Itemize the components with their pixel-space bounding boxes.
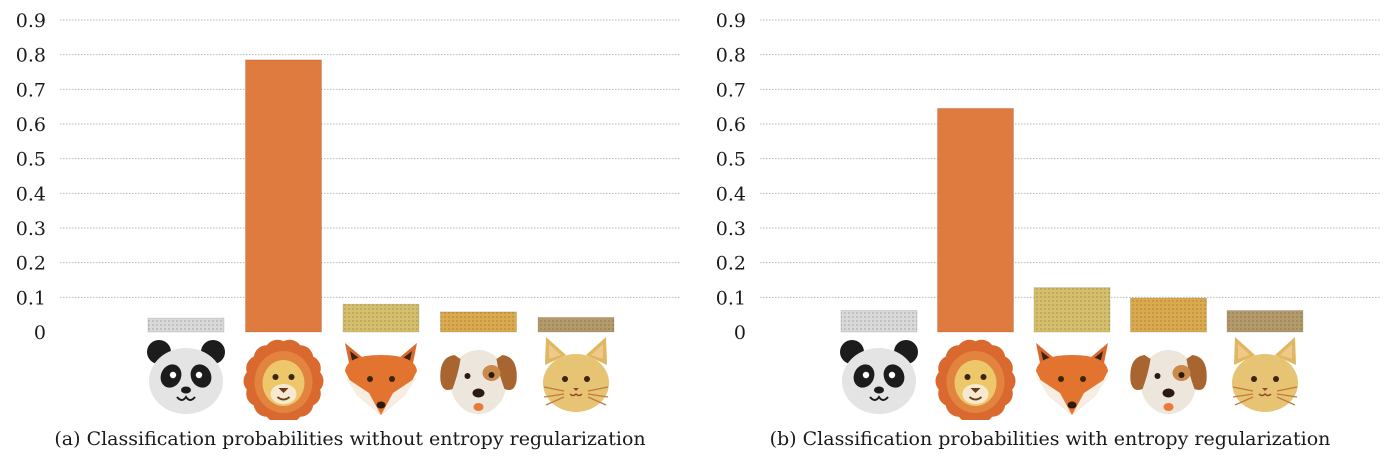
bar-texture <box>841 310 917 332</box>
y-tick-label: 0.9 <box>16 10 46 32</box>
bar-lion <box>245 59 322 333</box>
y-tick-label: 0.7 <box>716 79 746 101</box>
y-tick-label: 0.1 <box>716 287 746 309</box>
y-tick-label: 0.5 <box>16 149 46 171</box>
dog-icon <box>1130 350 1207 414</box>
bar-chart-b: 0 0.1 0.2 0.3 0.4 0.5 0.6 0.7 0.8 0.9 <box>716 10 1380 420</box>
bar-texture <box>440 311 517 332</box>
y-tick-label: 0.8 <box>16 45 46 67</box>
y-tick-label: 0.2 <box>16 253 46 275</box>
bar-texture <box>1130 298 1207 332</box>
y-tick-label: 0.1 <box>16 287 46 309</box>
caption-a: (a) Classification probabilities without… <box>54 428 646 450</box>
bar-texture <box>343 304 419 332</box>
y-tick-label: 0.5 <box>716 149 746 171</box>
lion-icon <box>935 339 1016 420</box>
y-tick-label: 0.6 <box>16 114 46 136</box>
dog-icon <box>440 350 517 414</box>
cat-icon <box>1232 337 1298 412</box>
y-tick-label: 0.4 <box>16 183 46 205</box>
chart-panel-b: 0 0.1 0.2 0.3 0.4 0.5 0.6 0.7 0.8 0.9 (b) Classif… <box>700 0 1400 475</box>
y-tick-label: 0.2 <box>716 253 746 275</box>
bar-chart-a: 0 0.1 0.2 0.3 0.4 0.5 0.6 0.7 0.8 0.9 <box>16 10 680 420</box>
bar-lion <box>937 107 1014 333</box>
panda-icon <box>840 340 918 414</box>
fox-icon <box>1036 343 1108 415</box>
bar-texture <box>1034 287 1110 332</box>
y-tick-label: 0.4 <box>716 183 746 205</box>
y-tick-label: 0.8 <box>716 45 746 67</box>
panda-icon <box>147 340 225 414</box>
chart-panel-a: 0 0.1 0.2 0.3 0.4 0.5 0.6 0.7 0.8 0.9 (a) Classif… <box>16 10 680 450</box>
y-tick-label: 0.3 <box>16 218 46 240</box>
bar-texture <box>538 317 614 332</box>
bar-texture <box>148 318 224 332</box>
y-tick-label: 0 <box>34 322 46 344</box>
bar-texture <box>1227 310 1303 332</box>
y-tick-label: 0.3 <box>716 218 746 240</box>
y-tick-label: 0.6 <box>716 114 746 136</box>
caption-b: (b) Classification probabilities with en… <box>769 428 1331 450</box>
y-tick-label: 0.9 <box>716 10 746 32</box>
y-tick-label: 0.7 <box>16 79 46 101</box>
cat-icon <box>543 337 609 412</box>
lion-icon <box>243 339 324 420</box>
y-tick-label: 0 <box>734 322 746 344</box>
fox-icon <box>345 343 417 415</box>
